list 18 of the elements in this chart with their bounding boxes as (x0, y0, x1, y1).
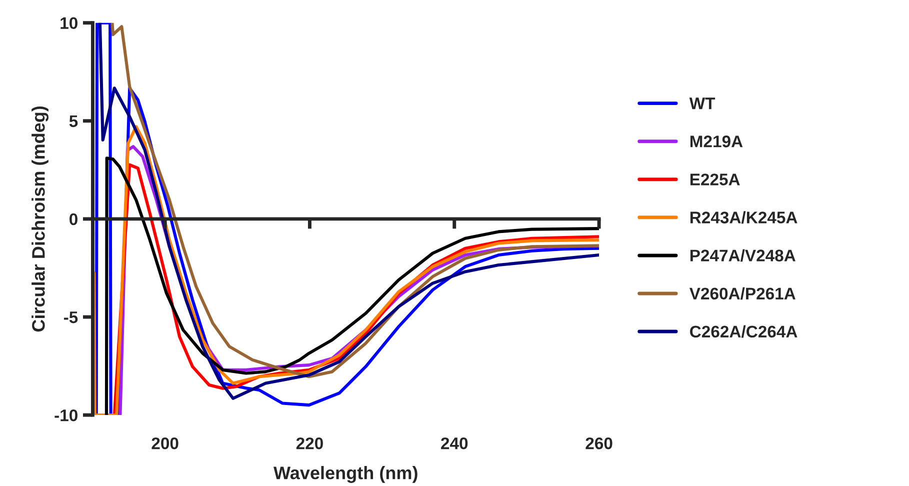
legend-label: R243A/K245A (690, 211, 798, 224)
legend-label: P247A/V248A (690, 249, 796, 262)
y-tick-label: -10 (54, 409, 78, 422)
x-tick-label: 240 (441, 437, 468, 450)
x-axis-title: Wavelength (nm) (274, 466, 418, 483)
legend-label: WT (689, 98, 716, 110)
legend-label: E225A (690, 174, 740, 186)
legend-label: V260A/P261A (689, 287, 796, 300)
legend-label: C262A/C264A (690, 325, 798, 338)
x-tick-label: 220 (296, 437, 323, 450)
x-tick-label: 200 (152, 437, 178, 450)
y-tick-label: 0 (70, 213, 78, 226)
y-tick-label: 10 (60, 17, 78, 30)
y-tick-label: -5 (64, 312, 78, 324)
x-tick-label: 260 (586, 437, 612, 450)
y-tick-label: 5 (69, 115, 78, 128)
legend-label: M219A (690, 136, 743, 148)
y-axis-title: Circular Dichroism (mdeg) (32, 106, 48, 332)
